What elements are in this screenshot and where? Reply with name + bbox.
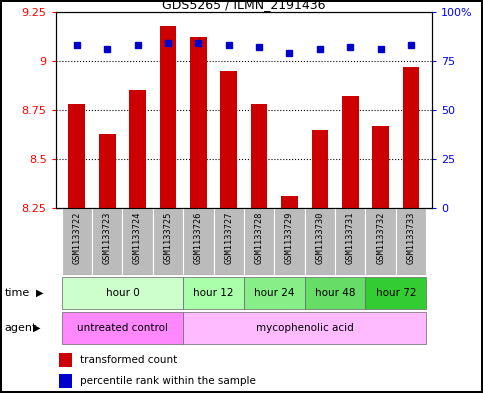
Bar [59,374,72,388]
Text: time: time [5,288,30,298]
Bar [312,130,328,208]
Bar [366,277,426,309]
Bar [183,312,426,344]
Text: ▶: ▶ [36,288,44,298]
Bar [213,208,244,275]
Bar [305,277,366,309]
Bar [62,208,92,275]
Bar [342,96,358,208]
Bar [335,208,366,275]
Text: agent: agent [5,323,37,333]
Bar [372,126,389,208]
Bar [153,208,183,275]
Text: GSM1133722: GSM1133722 [72,212,81,264]
Text: hour 72: hour 72 [376,288,416,298]
Bar [403,67,419,208]
Bar [62,277,183,309]
Bar [69,104,85,208]
Text: GSM1133733: GSM1133733 [407,212,415,264]
Bar [122,208,153,275]
Bar [92,208,122,275]
Text: GSM1133723: GSM1133723 [103,212,112,264]
Bar [251,104,268,208]
Text: GSM1133727: GSM1133727 [224,212,233,264]
Text: GSM1133724: GSM1133724 [133,212,142,264]
Title: GDS5265 / ILMN_2191436: GDS5265 / ILMN_2191436 [162,0,326,11]
Bar [220,71,237,208]
Text: percentile rank within the sample: percentile rank within the sample [80,376,256,386]
Bar [274,208,305,275]
Bar [59,353,72,367]
Text: hour 24: hour 24 [254,288,295,298]
Text: hour 0: hour 0 [105,288,139,298]
Bar [62,312,183,344]
Bar [99,134,115,208]
Text: GSM1133732: GSM1133732 [376,212,385,264]
Bar [244,208,274,275]
Bar [281,196,298,208]
Text: GSM1133728: GSM1133728 [255,212,264,264]
Bar [183,277,244,309]
Text: ▶: ▶ [33,323,41,333]
Text: GSM1133725: GSM1133725 [163,212,172,264]
Text: GSM1133726: GSM1133726 [194,212,203,264]
Text: hour 48: hour 48 [315,288,355,298]
Bar [244,277,305,309]
Text: transformed count: transformed count [80,355,177,365]
Bar [129,90,146,208]
Text: untreated control: untreated control [77,323,168,333]
Text: mycophenolic acid: mycophenolic acid [256,323,354,333]
Bar [159,26,176,208]
Text: GSM1133730: GSM1133730 [315,212,325,264]
Bar [305,208,335,275]
Bar [190,37,207,208]
Bar [366,208,396,275]
Bar [396,208,426,275]
Text: GSM1133729: GSM1133729 [285,212,294,264]
Text: hour 12: hour 12 [193,288,234,298]
Bar [183,208,213,275]
Text: GSM1133731: GSM1133731 [346,212,355,264]
